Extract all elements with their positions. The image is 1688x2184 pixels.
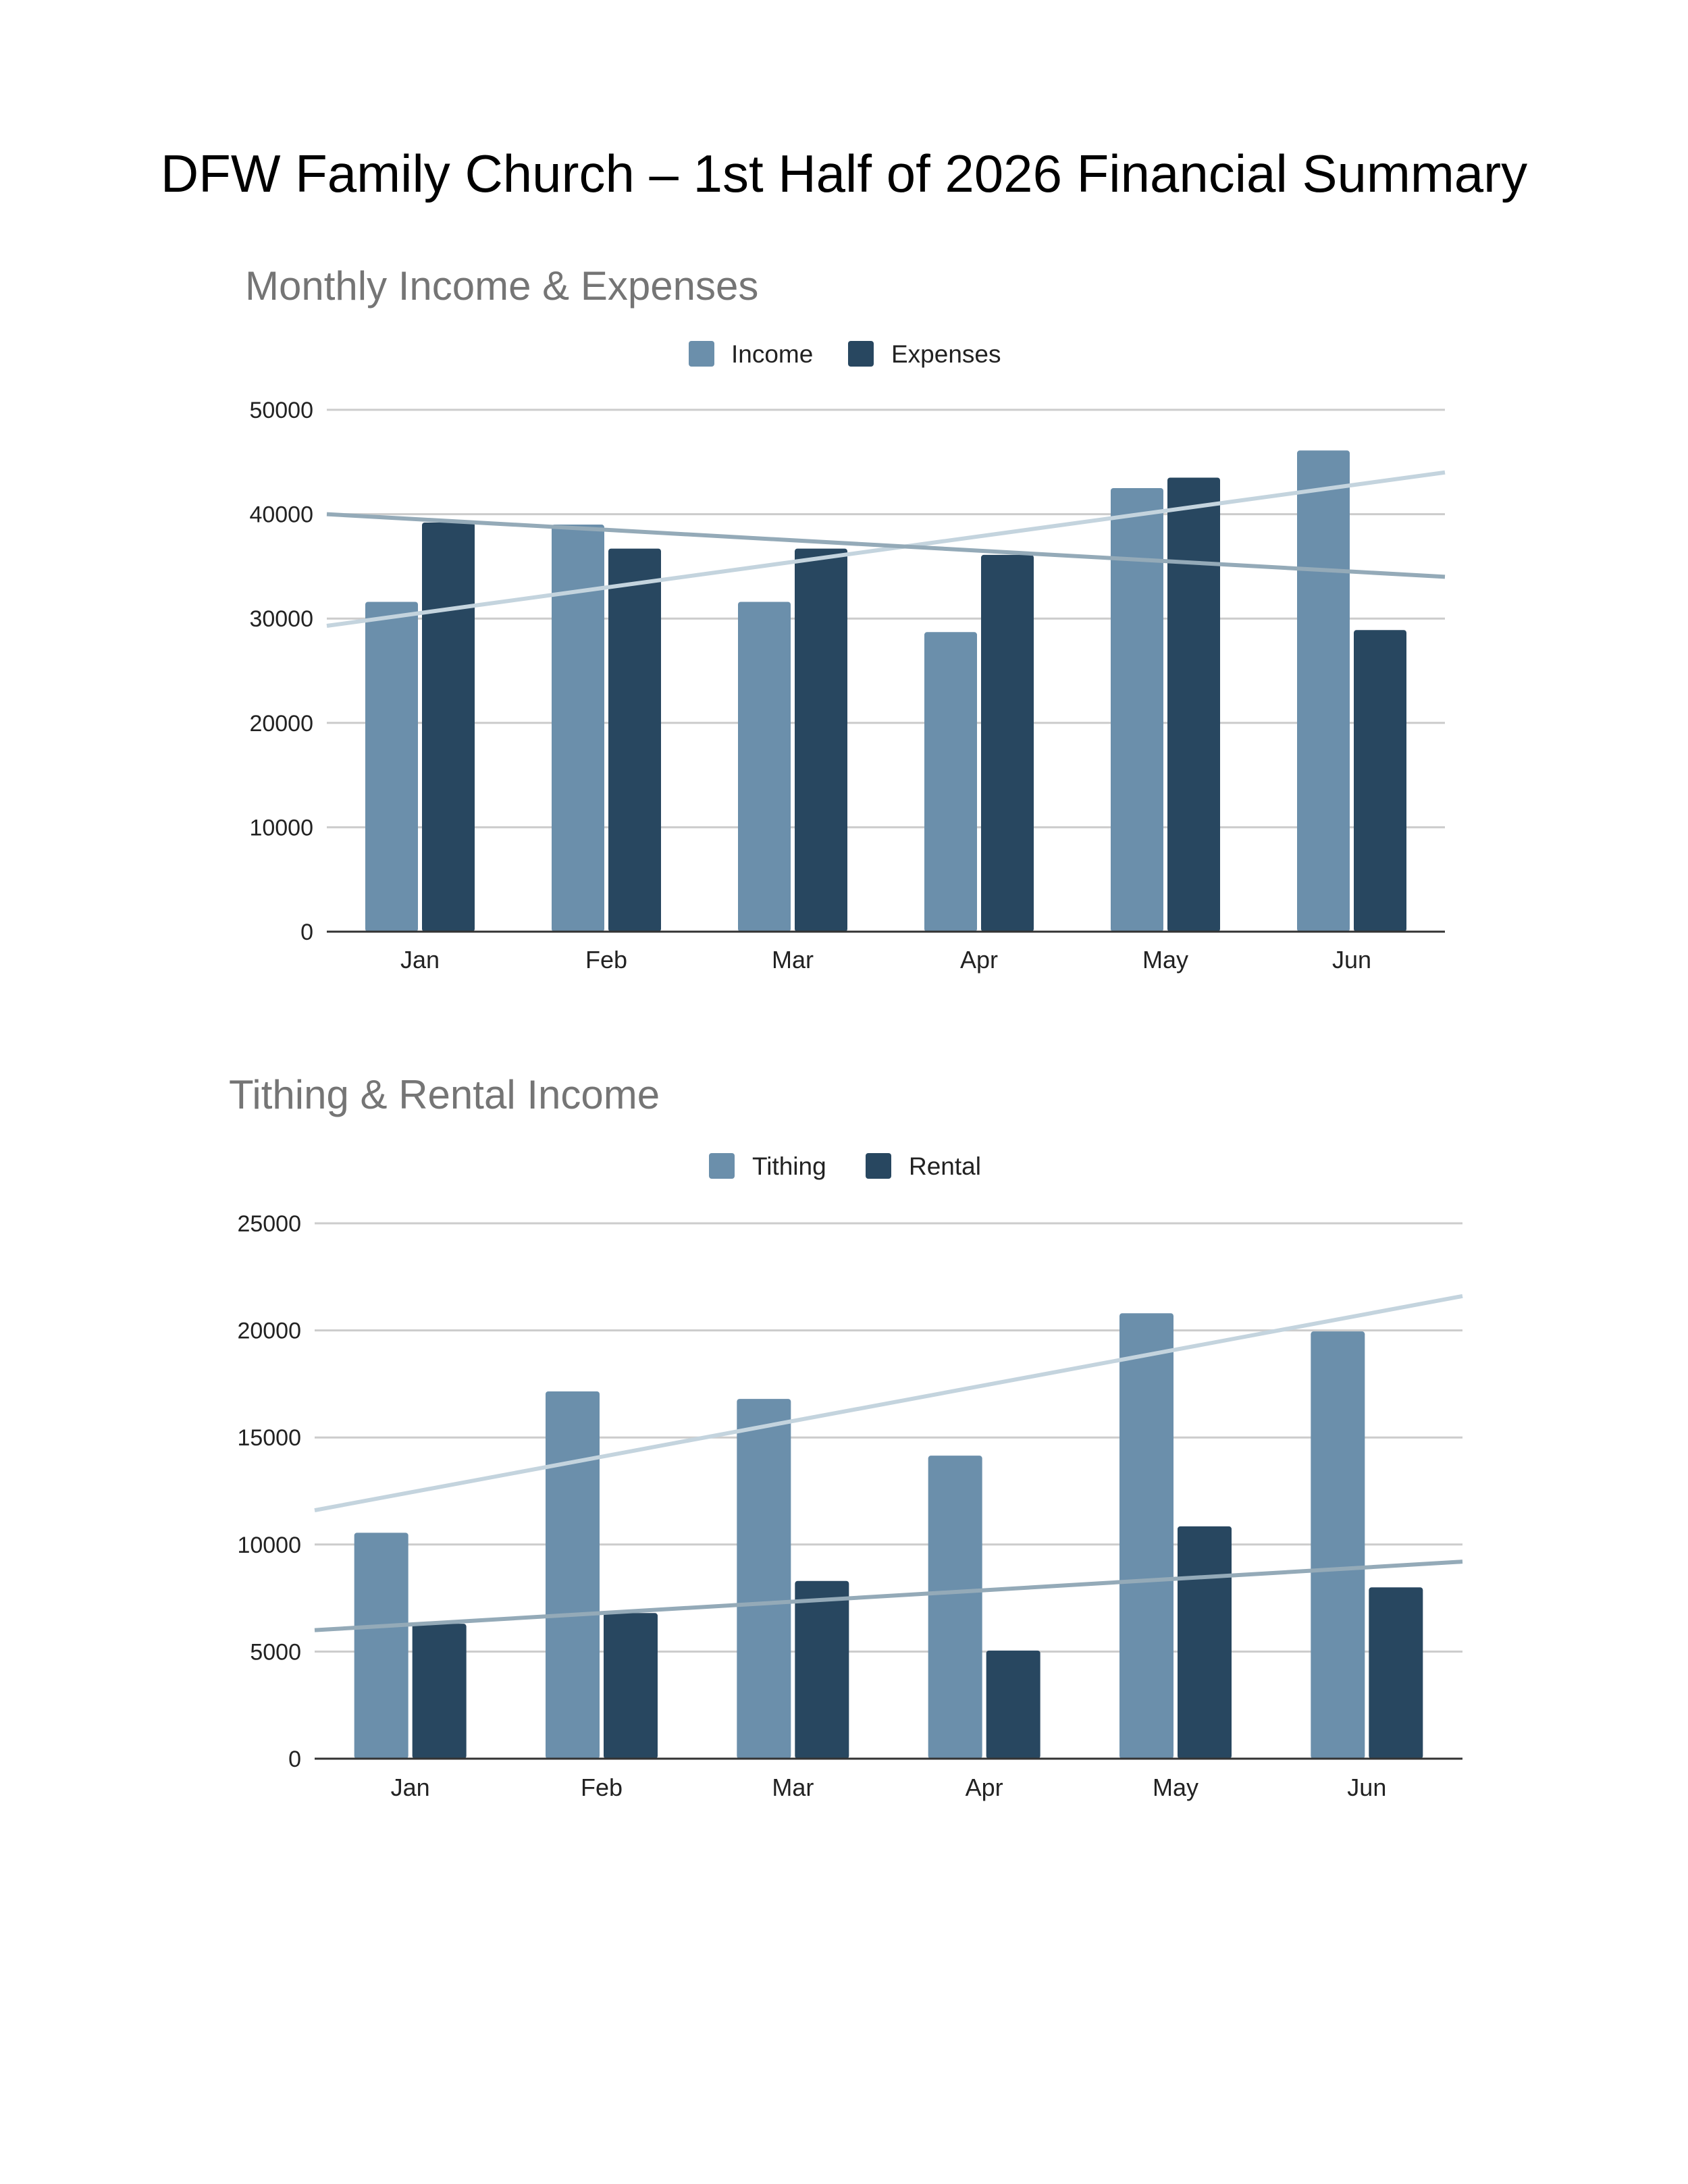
legend-label-income: Income (731, 340, 813, 368)
x-tick-label: Jun (1347, 1774, 1386, 1801)
legend-swatch-income (689, 341, 714, 367)
bar-income-jun (1297, 450, 1350, 932)
bar-expenses-may (1167, 477, 1220, 932)
y-tick-label: 30000 (249, 606, 313, 632)
bar-expenses-apr (981, 554, 1034, 932)
bar-income-feb (552, 525, 604, 932)
chart-title-income-expenses: Monthly Income & Expenses (245, 263, 759, 309)
page-title: DFW Family Church – 1st Half of 2026 Fin… (160, 144, 1528, 203)
income-expenses-chart: 0 10000 20000 30000 40000 50000 Jan Feb Mar Apr Ma… (249, 340, 1446, 974)
legend-label-tithing: Tithing (752, 1152, 826, 1180)
bar-rental-mar (795, 1580, 849, 1759)
y-tick-label: 20000 (249, 711, 313, 737)
bar-income-apr (924, 632, 977, 932)
legend-swatch-expenses (848, 341, 874, 367)
bar-tithing-may (1119, 1313, 1173, 1759)
legend-swatch-tithing (709, 1153, 735, 1179)
bar-income-jan (365, 602, 418, 932)
y-tick-label: 10000 (237, 1533, 301, 1558)
bar-tithing-jun (1311, 1331, 1365, 1759)
x-tick-label: Apr (960, 946, 998, 974)
bar-rental-may (1178, 1526, 1232, 1759)
x-tick-label: Mar (772, 946, 814, 974)
bar-expenses-jan (422, 522, 475, 932)
y-tick-label: 5000 (250, 1639, 301, 1665)
bar-rental-apr (986, 1650, 1040, 1759)
tithing-rental-chart: 0 5000 10000 15000 20000 25000 Jan Feb Mar Apr May… (237, 1152, 1463, 1801)
y-tick-label: 20000 (237, 1319, 301, 1344)
x-tick-label: Apr (966, 1774, 1003, 1801)
bar-rental-feb (604, 1613, 658, 1759)
x-tick-label: Jan (400, 946, 440, 974)
bar-income-may (1111, 487, 1163, 932)
trendline-tithing (314, 1294, 1463, 1512)
y-tick-label: 0 (300, 920, 313, 945)
trendline-expenses (326, 512, 1446, 579)
y-tick-label: 15000 (237, 1425, 301, 1451)
bar-rental-jan (412, 1624, 467, 1759)
y-tick-label: 10000 (249, 815, 313, 841)
bar-expenses-feb (608, 548, 661, 932)
x-tick-label: Jan (391, 1774, 430, 1801)
y-tick-label: 25000 (237, 1211, 301, 1237)
y-tick-label: 40000 (249, 502, 313, 528)
legend-label-rental: Rental (909, 1152, 981, 1180)
bar-expenses-jun (1354, 630, 1406, 932)
trendline-income (326, 470, 1446, 628)
chart-title-tithing-rental: Tithing & Rental Income (229, 1072, 660, 1117)
bar-income-mar (738, 602, 791, 932)
x-tick-label: Feb (585, 946, 627, 974)
bar-tithing-feb (546, 1391, 600, 1759)
x-tick-label: May (1153, 1774, 1198, 1801)
legend-label-expenses: Expenses (891, 340, 1001, 368)
trendline-rental (314, 1560, 1463, 1632)
bar-tithing-apr (928, 1456, 982, 1759)
legend-swatch-rental (866, 1153, 891, 1179)
bar-tithing-mar (737, 1399, 791, 1759)
bar-expenses-mar (795, 548, 847, 932)
x-tick-label: Mar (772, 1774, 814, 1801)
y-tick-label: 50000 (249, 398, 313, 423)
x-tick-label: May (1142, 946, 1188, 974)
x-tick-label: Feb (581, 1774, 623, 1801)
x-tick-label: Jun (1332, 946, 1371, 974)
y-tick-label: 0 (288, 1747, 301, 1772)
bar-rental-jun (1369, 1587, 1423, 1759)
bar-tithing-jan (354, 1533, 408, 1759)
